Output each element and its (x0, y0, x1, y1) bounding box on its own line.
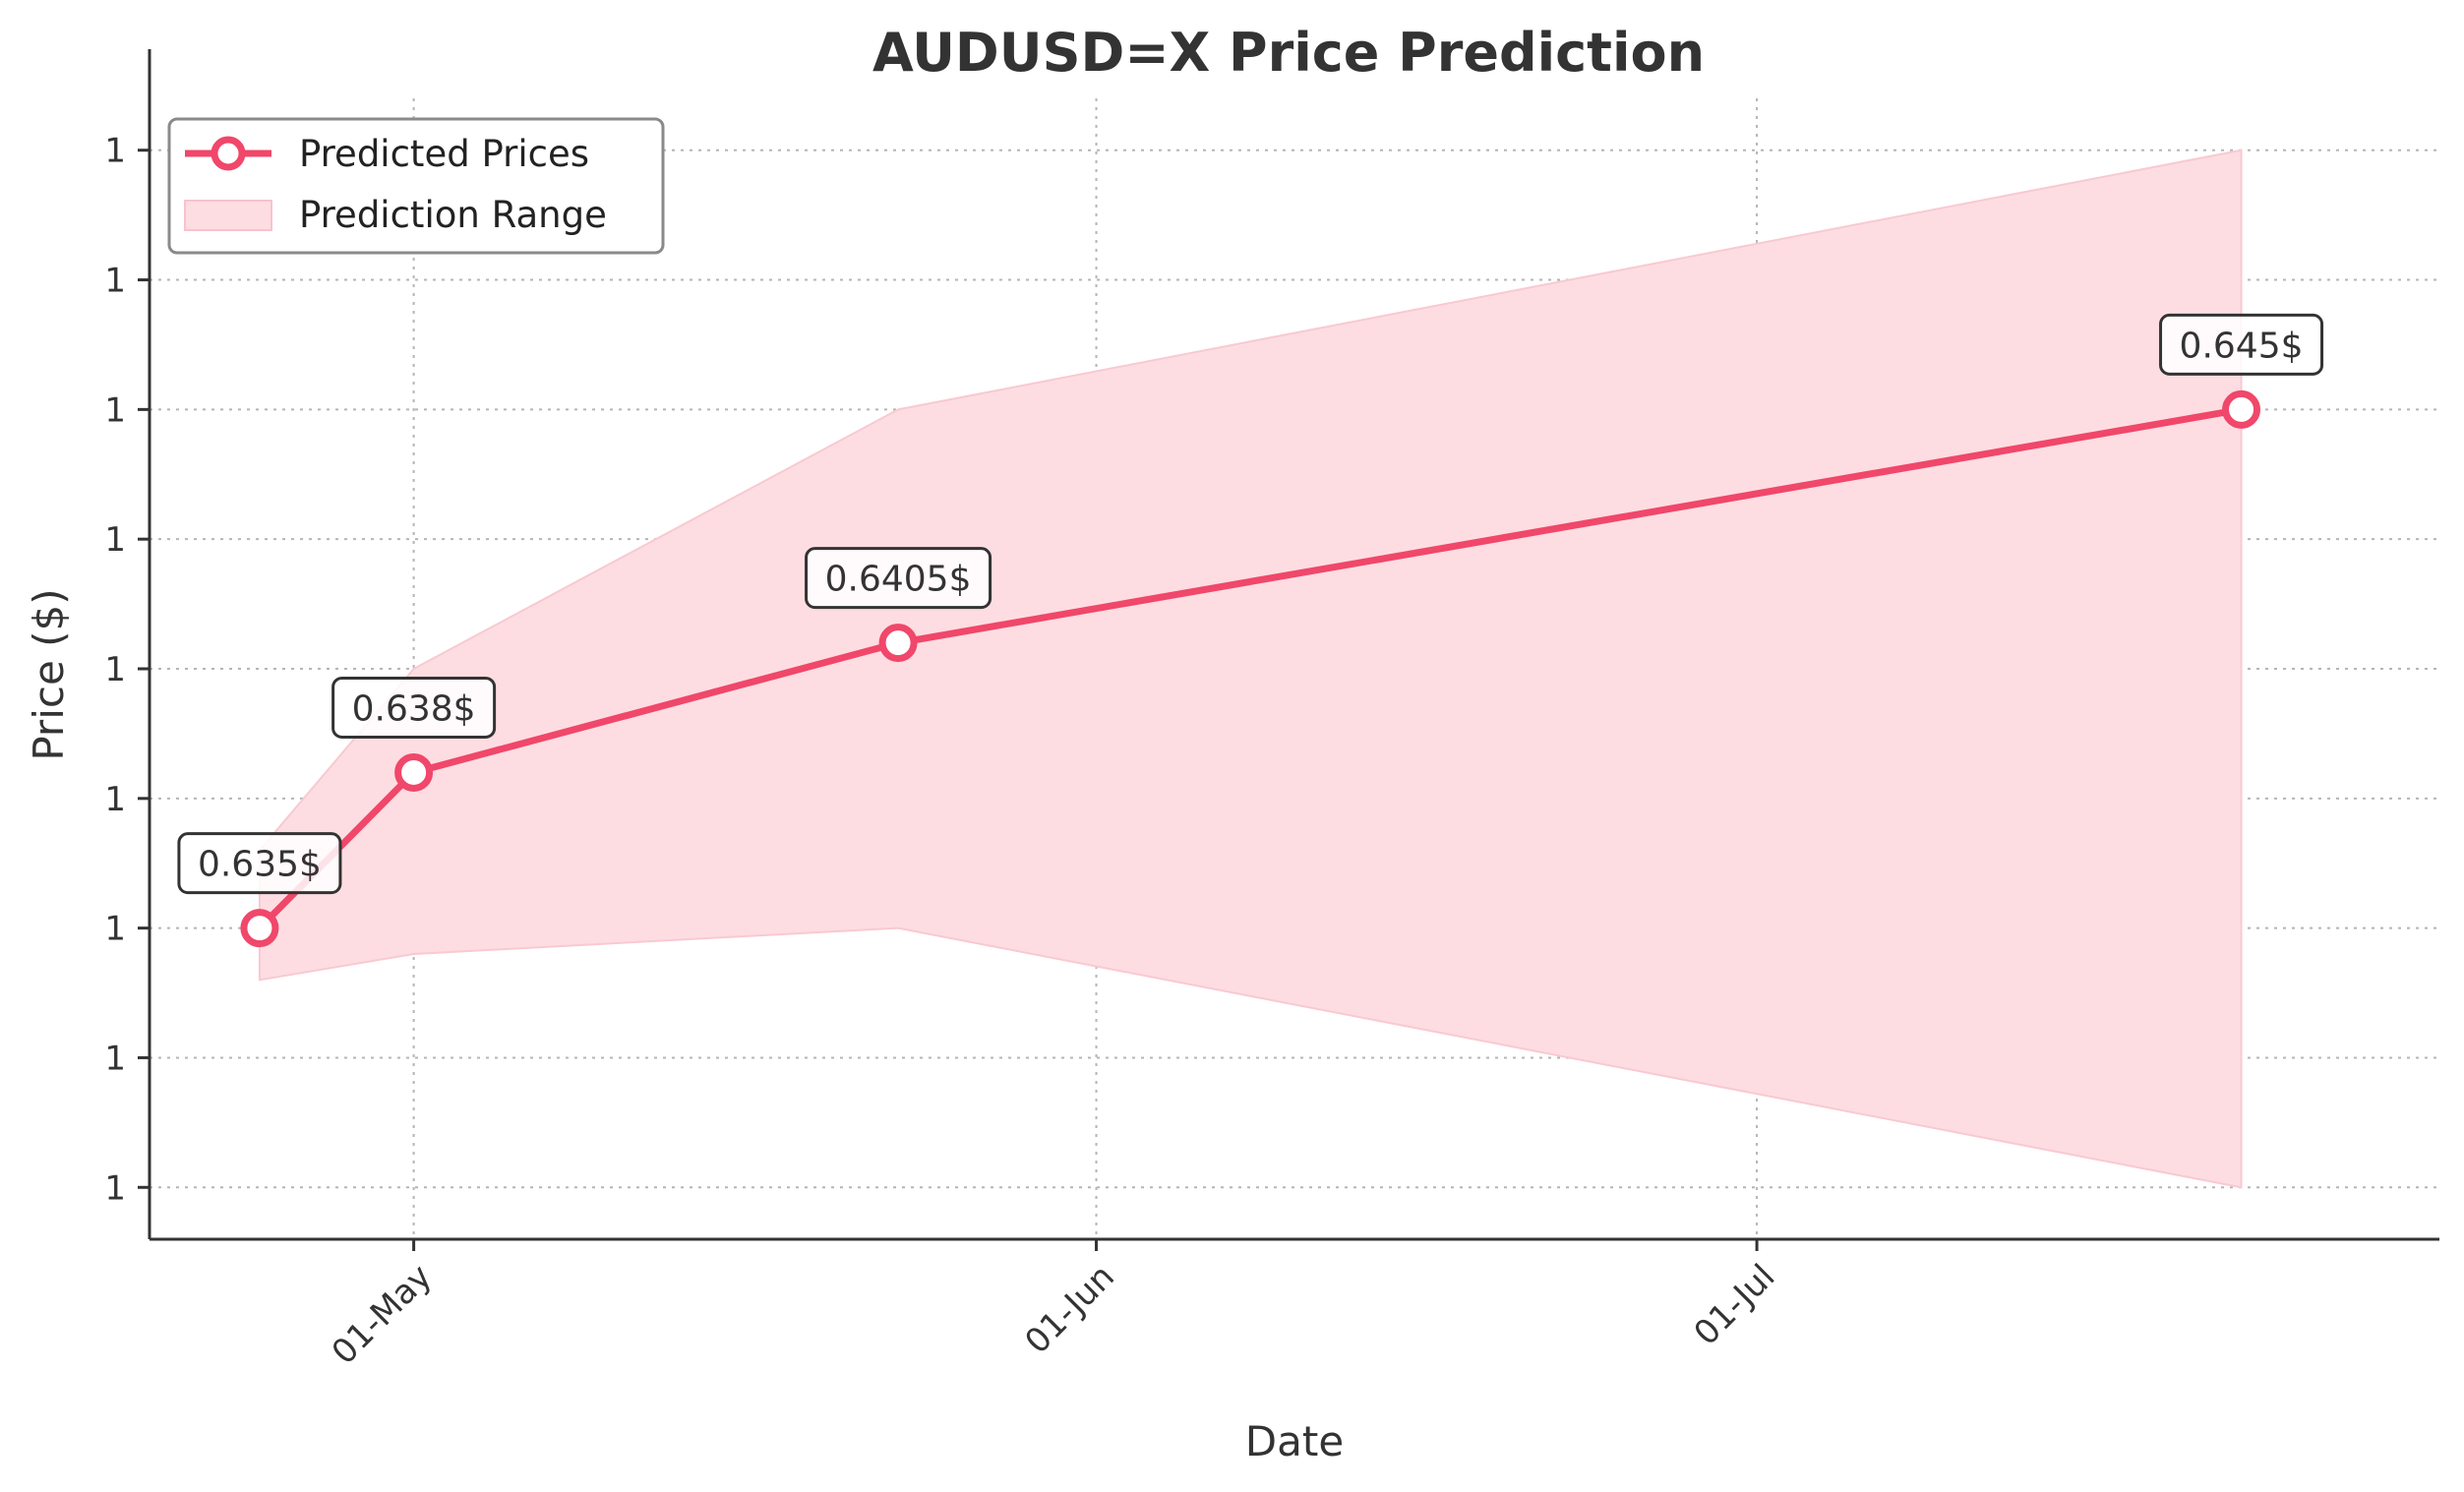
x-axis-label: Date (1245, 1417, 1344, 1465)
y-tick-labels: 1 1 1 1 1 1 1 1 1 (104, 132, 126, 1209)
annotation-label: 0.635$ (198, 845, 322, 885)
annotation-label: 0.6405$ (825, 560, 972, 600)
legend-label-range: Prediction Range (299, 194, 607, 236)
point-annotations: 0.635$ 0.638$ 0.6405$ 0.645$ (177, 313, 2324, 895)
axes (138, 49, 2439, 1251)
annotation-box (2159, 313, 2324, 376)
legend: Predicted Prices Prediction Range (167, 117, 665, 255)
chart-title: AUDUSD=X Price Prediction (872, 22, 1705, 84)
legend-box (167, 117, 665, 255)
x-tick-label: 01-May (325, 1257, 440, 1372)
x-tick-labels: 01-May 01-Jun 01-Jul (325, 1257, 1783, 1372)
y-tick-label: 1 (104, 262, 126, 301)
y-tick-label: 1 (104, 780, 126, 819)
legend-range-swatch (184, 200, 272, 231)
legend-marker-swatch (210, 136, 246, 171)
annotation-box (805, 547, 992, 610)
predicted-price-point (878, 624, 918, 663)
predicted-price-point (240, 909, 279, 948)
y-tick-label: 1 (104, 520, 126, 560)
y-tick-label: 1 (104, 390, 126, 430)
y-tick-label: 1 (104, 910, 126, 949)
y-axis-label: Price ($) (25, 588, 73, 760)
x-tick-label: 01-Jul (1687, 1257, 1783, 1353)
annotation-label: 0.645$ (2180, 326, 2304, 366)
annotation-label: 0.638$ (352, 688, 476, 729)
y-tick-label: 1 (104, 1039, 126, 1078)
predicted-price-point (394, 752, 434, 792)
y-tick-label: 1 (104, 650, 126, 689)
y-tick-label: 1 (104, 1168, 126, 1208)
predicted-price-point (2222, 389, 2261, 429)
y-tick-label: 1 (104, 132, 126, 171)
legend-label-predicted: Predicted Prices (299, 133, 589, 175)
prediction-range-area (258, 149, 2243, 1189)
prediction-range-band (258, 149, 2243, 1189)
x-tick-label: 01-Jun (1017, 1257, 1121, 1361)
annotation-box (177, 832, 342, 895)
annotation-box (331, 676, 497, 739)
